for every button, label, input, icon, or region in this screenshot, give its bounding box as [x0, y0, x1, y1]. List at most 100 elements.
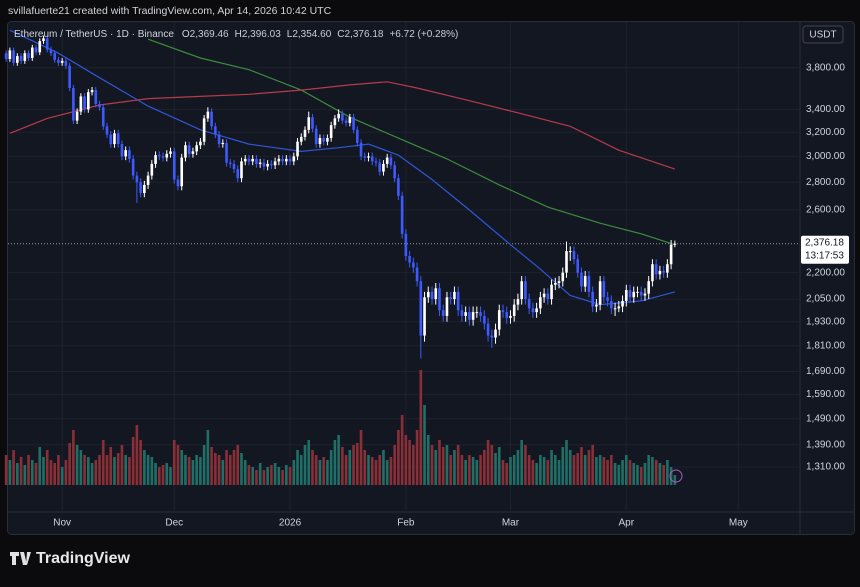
- y-tick-label: 1,490.00: [806, 413, 845, 424]
- volume-bar: [359, 430, 363, 485]
- volume-bar: [669, 467, 673, 485]
- candle-body: [221, 142, 225, 145]
- volume-bar: [673, 475, 677, 485]
- volume-bar: [621, 460, 624, 485]
- volume-bar: [389, 457, 393, 485]
- candle-body: [400, 195, 404, 234]
- candle-body: [139, 182, 142, 194]
- candle-body: [202, 118, 206, 142]
- candle-body: [23, 53, 27, 61]
- candle-body: [314, 128, 318, 145]
- candle-body: [445, 297, 449, 316]
- volume-bar: [382, 450, 385, 485]
- volume-bar: [146, 455, 150, 485]
- x-tick-label: May: [729, 518, 748, 529]
- candle-body: [565, 251, 568, 273]
- volume-bar: [98, 455, 101, 485]
- volume-bar: [4, 455, 8, 485]
- candle-body: [419, 281, 423, 336]
- volume-bar: [116, 453, 120, 485]
- candle-body: [322, 138, 325, 142]
- alert-icon: [669, 469, 683, 483]
- volume-bar: [666, 460, 669, 485]
- volume-bar: [479, 455, 482, 485]
- candle-body: [262, 162, 266, 167]
- volume-bar: [415, 430, 419, 485]
- candle-body: [270, 163, 273, 166]
- candle-body: [580, 272, 583, 287]
- volume-bar: [393, 445, 396, 485]
- volume-bar: [210, 447, 213, 485]
- volume-bar: [180, 450, 184, 485]
- candle-body: [225, 142, 228, 163]
- candle-body: [602, 281, 606, 298]
- candle-body: [639, 291, 643, 296]
- currency: USDT: [809, 30, 836, 41]
- candle-body: [311, 117, 314, 129]
- volume-bar: [169, 467, 172, 485]
- volume-bar: [101, 440, 105, 485]
- volume-bar: [542, 457, 546, 485]
- volume-bar: [113, 457, 116, 485]
- volume-bar: [378, 455, 382, 485]
- volume-bar: [565, 440, 568, 485]
- volume-bar: [374, 460, 378, 485]
- candle-body: [292, 156, 296, 162]
- candle-body: [333, 118, 337, 126]
- candle-body: [479, 312, 482, 316]
- volume-bar: [75, 445, 79, 485]
- candle-body: [240, 161, 243, 179]
- volume-bar: [639, 467, 643, 485]
- y-tick-label: 1,390.00: [806, 439, 845, 450]
- candle-body: [531, 308, 535, 313]
- candle-body: [16, 56, 19, 63]
- candle-body: [258, 162, 262, 164]
- candle-body: [673, 243, 677, 245]
- candle-body: [191, 151, 195, 154]
- volume-bar: [490, 445, 494, 485]
- moving-average: [147, 38, 675, 246]
- volume-bar: [16, 463, 19, 485]
- candle-body: [273, 161, 277, 166]
- volume-bar: [68, 443, 71, 485]
- candle-body: [277, 158, 281, 162]
- candle-body: [210, 111, 213, 127]
- volume-bar: [441, 447, 445, 485]
- candle-body: [135, 175, 139, 183]
- moving-average: [9, 81, 675, 170]
- grid: [8, 22, 800, 510]
- candle-body: [299, 136, 303, 142]
- volume-bar: [453, 450, 456, 485]
- volume-bar: [408, 440, 411, 485]
- volume-bar: [561, 447, 565, 485]
- volume-bar: [628, 460, 632, 485]
- candle-body: [486, 323, 490, 336]
- caption: svillafuerte21 created with TradingView.…: [8, 5, 332, 17]
- volume-bar: [217, 455, 221, 485]
- volume-bar: [60, 467, 64, 485]
- candle-body: [195, 145, 198, 152]
- volume-bar: [292, 460, 296, 485]
- volume-bar: [236, 445, 240, 485]
- candle-body: [296, 141, 299, 157]
- volume-bar: [595, 457, 598, 485]
- volume-bar: [318, 460, 322, 485]
- volume-bar: [281, 470, 284, 485]
- x-tick-label: Apr: [619, 518, 635, 529]
- volume-bar: [610, 455, 613, 485]
- volume-bar: [311, 450, 314, 485]
- candle-body: [176, 179, 180, 187]
- volume-bar: [240, 453, 243, 485]
- volume-bar: [370, 457, 374, 485]
- candle-body: [143, 184, 146, 194]
- volume-bar: [206, 430, 210, 485]
- volume-bar: [273, 463, 277, 485]
- candle-body: [45, 38, 49, 50]
- moving-average: [9, 29, 675, 306]
- volume-bar: [438, 440, 441, 485]
- volume-bar: [87, 457, 90, 485]
- y-tick-label: 3,000.00: [806, 151, 845, 162]
- candle-body: [370, 156, 374, 162]
- candle-body: [497, 310, 501, 330]
